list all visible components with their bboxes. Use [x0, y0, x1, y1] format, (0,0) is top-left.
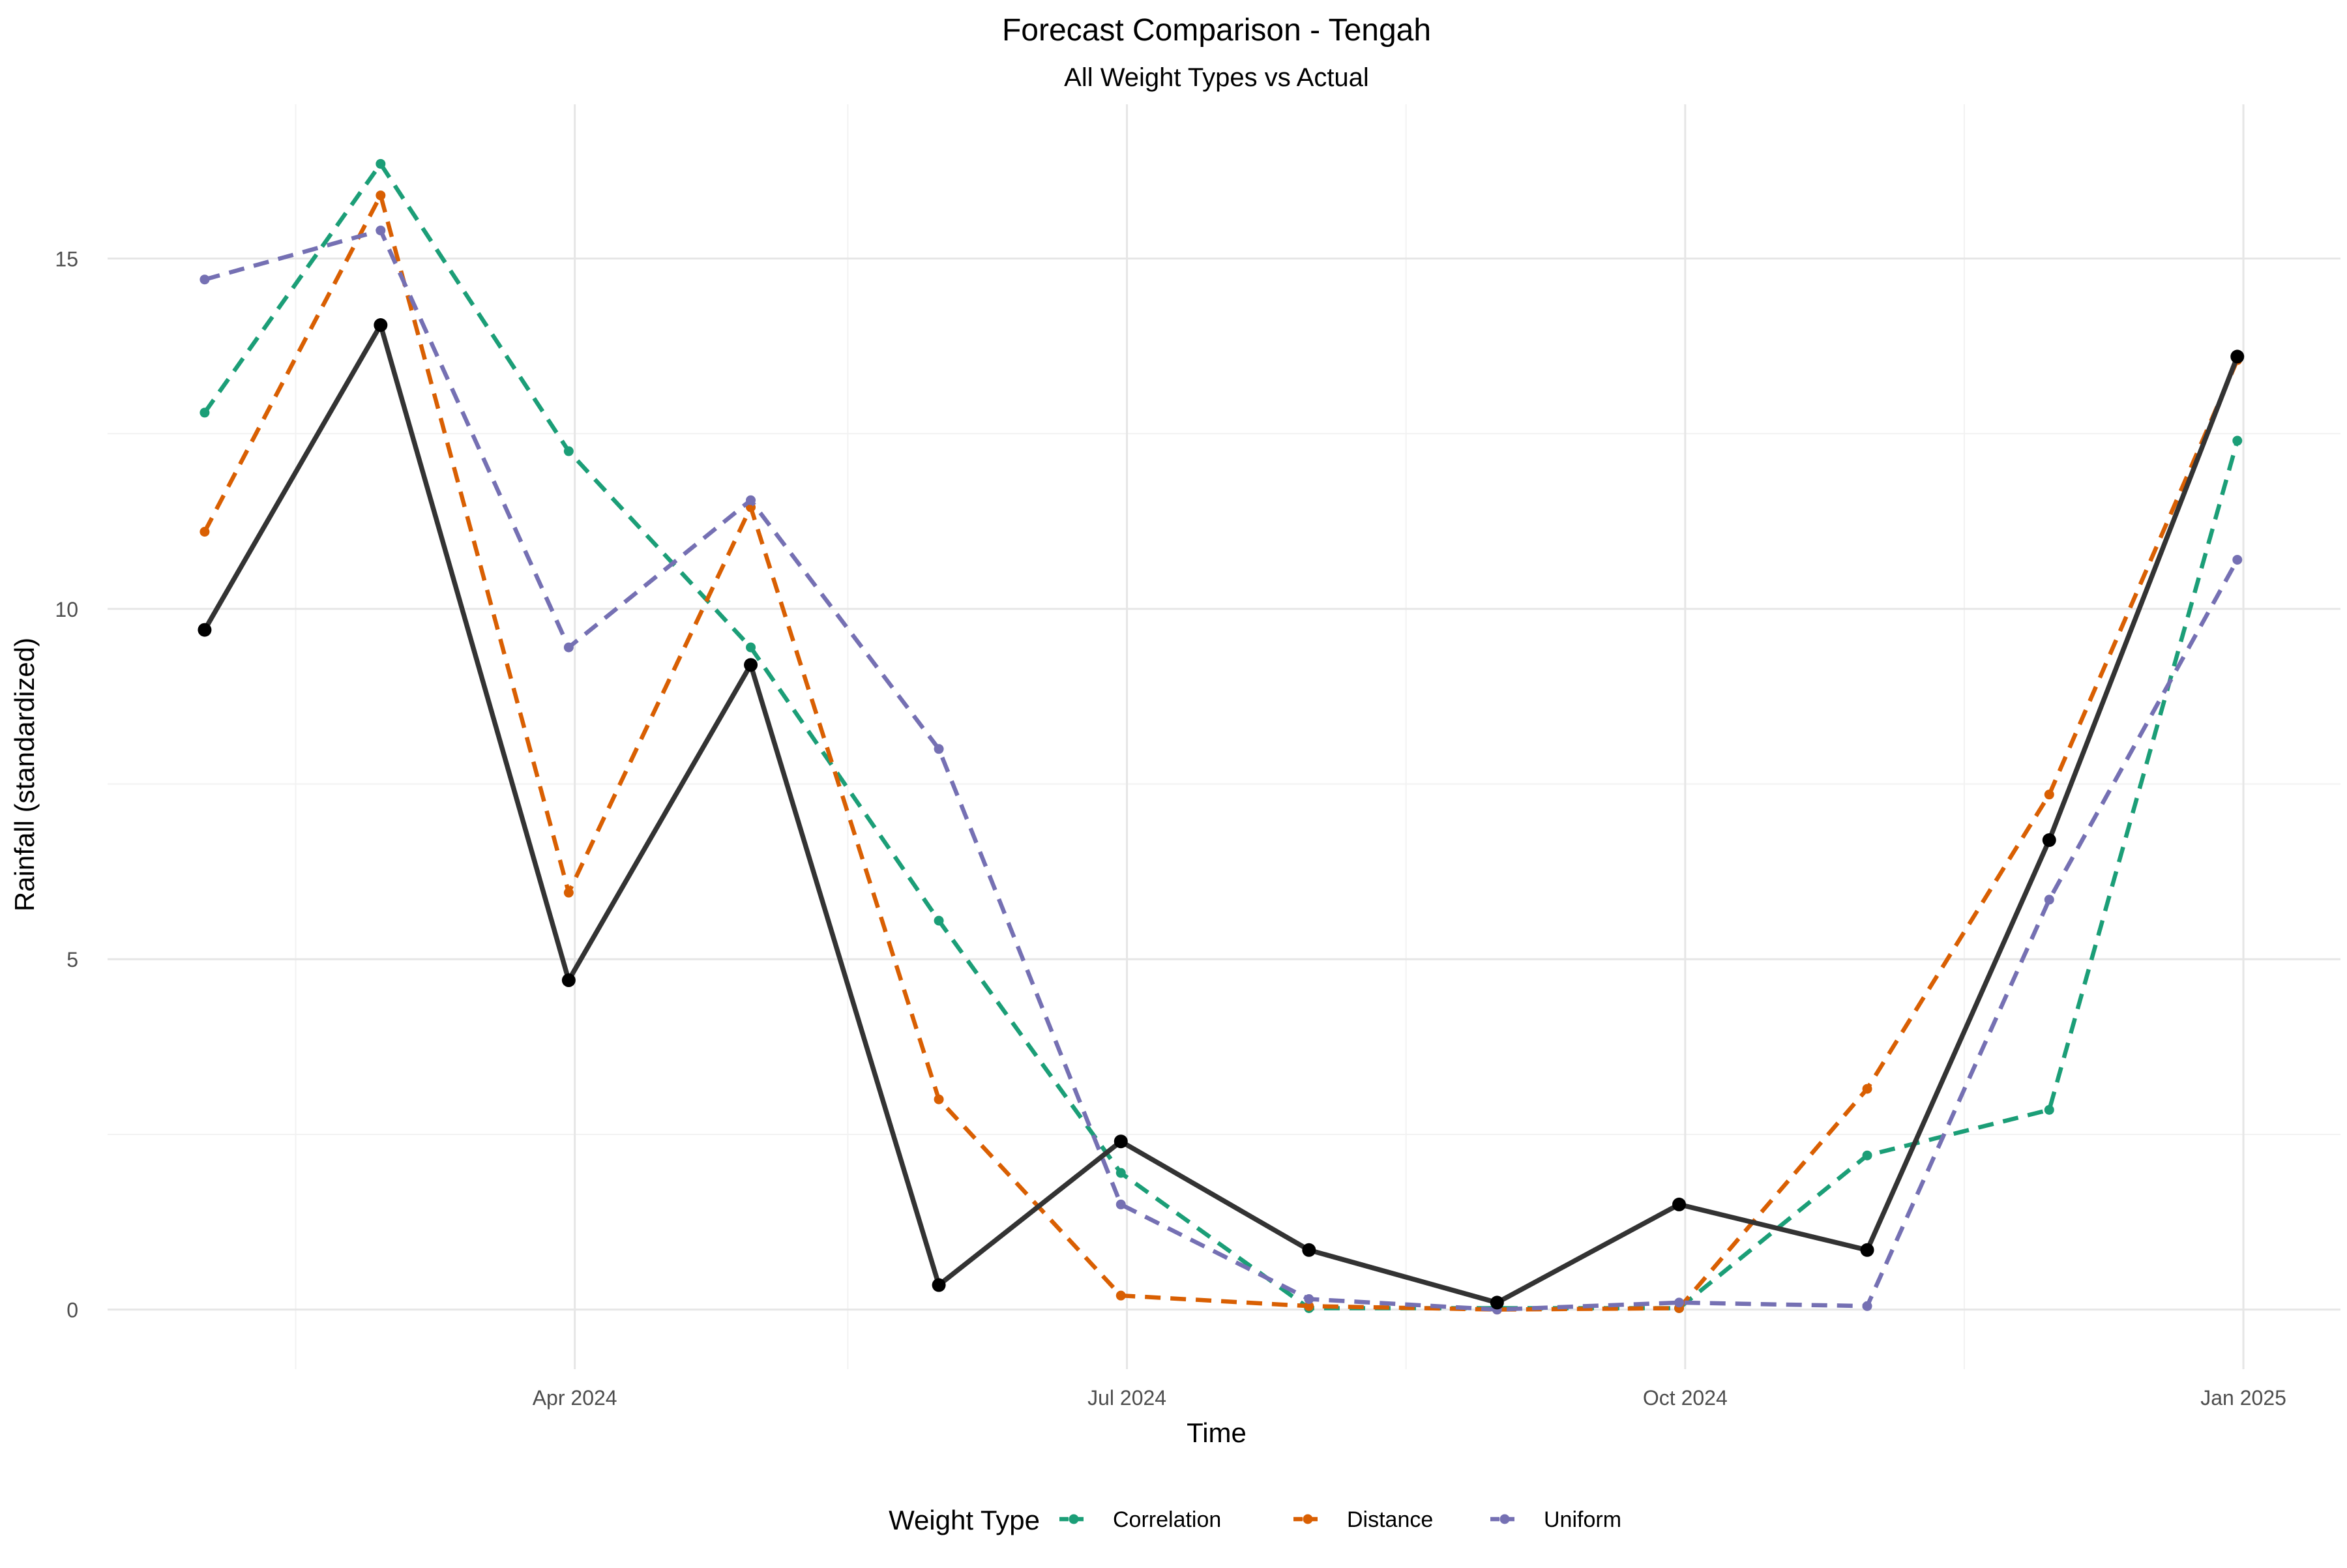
- series-point-actual: [561, 973, 576, 987]
- series-line-correlation: [203, 162, 2239, 1310]
- series-point-correlation: [2232, 436, 2243, 446]
- series-line-distance: [203, 193, 2239, 1312]
- series-point-actual: [198, 623, 212, 637]
- series-point-distance: [563, 887, 574, 898]
- x-axis-label: Time: [1187, 1417, 1247, 1448]
- series-point-distance: [1862, 1084, 1872, 1094]
- series-point-correlation: [199, 407, 210, 418]
- legend-label-distance: Distance: [1347, 1507, 1433, 1532]
- series-point-distance: [199, 527, 210, 537]
- series-point-uniform: [2044, 895, 2054, 905]
- series-point-uniform: [199, 274, 210, 285]
- legend-title: Weight Type: [889, 1505, 1040, 1535]
- legend-key-point-distance: [1303, 1514, 1313, 1524]
- chart-subtitle: All Weight Types vs Actual: [1064, 63, 1369, 92]
- series-line-actual: [202, 322, 2240, 1305]
- series-point-uniform: [1304, 1294, 1314, 1305]
- series-point-actual: [1672, 1197, 1687, 1211]
- legend-label-uniform: Uniform: [1544, 1507, 1621, 1532]
- series-point-correlation: [1862, 1150, 1872, 1161]
- series-lines: [198, 158, 2245, 1315]
- y-tick-label: 15: [55, 247, 78, 271]
- series-point-uniform: [1115, 1199, 1126, 1209]
- series-point-actual: [2042, 833, 2056, 848]
- x-tick-label: Apr 2024: [533, 1386, 617, 1410]
- x-tick-label: Jul 2024: [1087, 1386, 1166, 1410]
- series-point-distance: [376, 190, 386, 201]
- series-point-actual: [1490, 1295, 1504, 1310]
- legend-label-correlation: Correlation: [1113, 1507, 1221, 1532]
- series-line-uniform: [204, 228, 2239, 1312]
- series-point-actual: [1860, 1243, 1874, 1257]
- series-point-correlation: [376, 158, 386, 169]
- series-point-uniform: [1674, 1297, 1685, 1308]
- series-point-uniform: [2232, 555, 2243, 565]
- series-point-correlation: [563, 446, 574, 456]
- series-point-correlation: [934, 915, 944, 926]
- legend-key-point-uniform: [1499, 1514, 1510, 1524]
- series-point-uniform: [934, 744, 944, 754]
- series-point-actual: [932, 1278, 946, 1292]
- series-point-actual: [744, 658, 758, 672]
- series-point-correlation: [746, 642, 756, 653]
- y-axis-label: Rainfall (standardized): [9, 638, 40, 911]
- series-point-actual: [374, 318, 388, 333]
- y-tick-label: 5: [66, 948, 78, 971]
- series-point-uniform: [746, 495, 756, 505]
- series-point-uniform: [1862, 1301, 1872, 1311]
- series-point-distance: [934, 1094, 944, 1104]
- legend: Weight Type Correlation Distance Uniform: [889, 1505, 1621, 1535]
- series-point-actual: [1114, 1134, 1128, 1149]
- series-point-distance: [1115, 1290, 1126, 1301]
- series-point-actual: [1302, 1243, 1316, 1257]
- legend-key-point-correlation: [1069, 1514, 1079, 1524]
- series-point-distance: [1304, 1301, 1314, 1311]
- series-point-correlation: [1115, 1168, 1126, 1178]
- y-tick-label: 0: [66, 1299, 78, 1322]
- chart-title: Forecast Comparison - Tengah: [1002, 13, 1431, 48]
- axes: 0 5 10 15 Apr 2024 Jul 2024 Oct 2024 Jan 2025: [55, 247, 2286, 1410]
- x-tick-label: Oct 2024: [1643, 1386, 1728, 1410]
- series-point-correlation: [2044, 1104, 2054, 1115]
- series-point-actual: [2230, 349, 2245, 364]
- series-point-uniform: [563, 642, 574, 653]
- series-point-distance: [2044, 790, 2054, 800]
- x-tick-label: Jan 2025: [2200, 1386, 2286, 1410]
- y-tick-label: 10: [55, 598, 78, 621]
- grid: [108, 104, 2340, 1369]
- series-point-uniform: [376, 225, 386, 235]
